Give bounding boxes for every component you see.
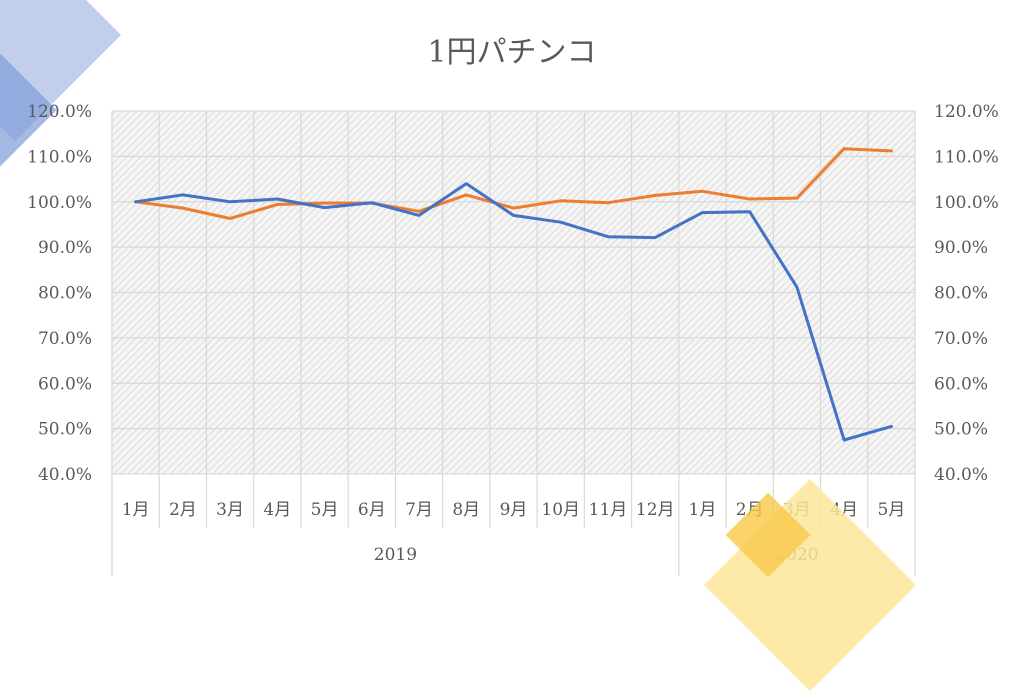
y-tick-label-right: 100.0% [934, 193, 999, 213]
x-group-label: 2019 [374, 545, 417, 565]
line-chart: 1円パチンコ 120.0% 120.0% 110.0% 110.0% 100.0% 100… [27, 35, 999, 576]
y-tick-label-left: 110.0% [27, 147, 92, 167]
x-tick-label: 6月 [358, 500, 386, 520]
y-tick-label-right: 50.0% [934, 420, 988, 440]
y-tick-label-left: 120.0% [27, 102, 92, 122]
x-tick-label: 1月 [689, 500, 717, 520]
x-tick-label: 2月 [169, 500, 197, 520]
axes: 120.0% 120.0% 110.0% 110.0% 100.0% 100.0% 90.0… [27, 102, 999, 576]
x-tick-label: 5月 [877, 500, 905, 520]
chart-title: 1円パチンコ [427, 35, 596, 70]
x-tick-label: 5月 [311, 500, 339, 520]
y-tick-label-left: 70.0% [38, 329, 92, 349]
x-tick-label: 7月 [405, 500, 433, 520]
series-line-2 [134, 147, 893, 220]
x-tick-label: 3月 [216, 500, 244, 520]
x-tick-label: 8月 [452, 500, 480, 520]
y-tick-label-left: 100.0% [27, 193, 92, 213]
y-tick-label-left: 90.0% [38, 238, 92, 258]
y-tick-label-right: 120.0% [934, 102, 999, 122]
chart-slide: 1円パチンコ 120.0% 120.0% 110.0% 110.0% 100.0% 100… [0, 0, 999, 691]
y-tick-label-right: 70.0% [934, 329, 988, 349]
series [134, 147, 893, 442]
y-tick-label-left: 60.0% [38, 374, 92, 394]
y-tick-label-right: 90.0% [934, 238, 988, 258]
x-tick-label: 11月 [589, 500, 628, 520]
x-tick-label: 4月 [263, 500, 291, 520]
y-tick-label-left: 50.0% [38, 420, 92, 440]
y-tick-label-left: 80.0% [38, 284, 92, 304]
x-tick-label: 12月 [636, 500, 675, 520]
x-tick-label: 9月 [500, 500, 528, 520]
y-tick-label-right: 80.0% [934, 284, 988, 304]
x-tick-label: 1月 [122, 500, 150, 520]
y-tick-label-right: 40.0% [934, 465, 988, 485]
y-tick-label-right: 60.0% [934, 374, 988, 394]
y-tick-label-right: 110.0% [934, 147, 999, 167]
y-tick-label-left: 40.0% [38, 465, 92, 485]
x-tick-label: 10月 [541, 500, 580, 520]
series-line-1 [134, 182, 893, 442]
